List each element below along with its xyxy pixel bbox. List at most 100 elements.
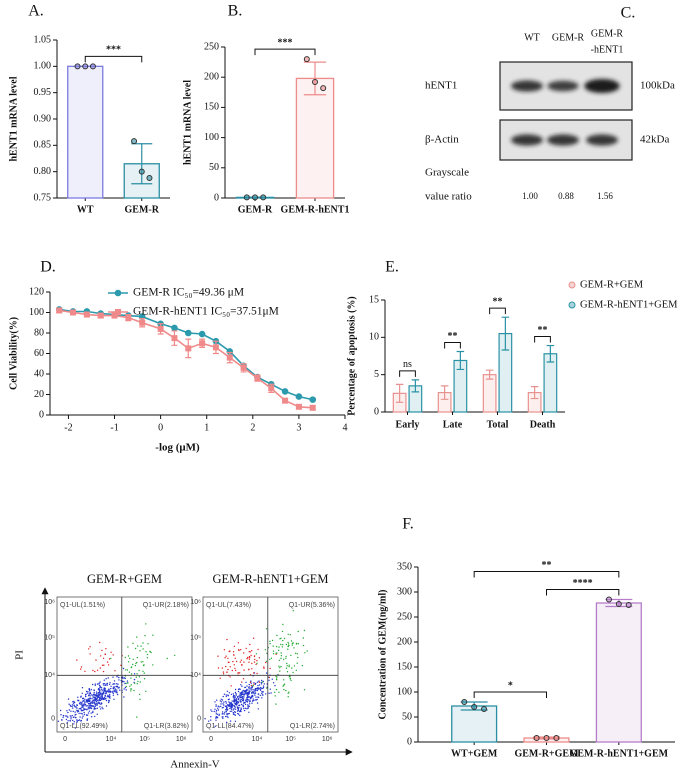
x-tick-label: 0 [209, 736, 213, 743]
event-dot [72, 707, 74, 709]
event-dot [292, 610, 294, 612]
y-tick-label: 0 [197, 715, 201, 722]
event-dot [283, 688, 285, 691]
event-dot [78, 712, 80, 714]
event-dot [100, 693, 102, 695]
blot-band [586, 134, 618, 146]
event-dot [217, 707, 219, 709]
event-dot [303, 689, 306, 691]
y-axis-label: Cell Viability(%) [8, 317, 19, 390]
event-dot [138, 676, 141, 678]
error-bar [395, 383, 404, 403]
event-dot [285, 667, 288, 669]
event-dot [166, 657, 168, 660]
event-dot [219, 700, 221, 702]
event-dot [234, 699, 236, 702]
event-dot [123, 688, 125, 690]
event-dot [79, 716, 81, 718]
event-dot [220, 701, 223, 703]
event-dot [208, 720, 210, 722]
event-dot [98, 694, 101, 696]
event-dot [253, 689, 256, 691]
event-dot [254, 691, 256, 693]
event-dot [230, 707, 232, 709]
event-dot [252, 689, 254, 691]
event-dot [248, 651, 250, 653]
significance-label: ** [542, 560, 552, 571]
event-dot [62, 716, 64, 719]
x-tick-label: 10⁶ [176, 736, 187, 743]
event-dot [234, 720, 237, 722]
event-dot [249, 643, 251, 646]
event-dot [246, 658, 248, 660]
y-tick-label: 100 [204, 132, 219, 143]
event-dot [215, 704, 217, 706]
event-dot [258, 696, 260, 699]
event-dot [95, 659, 97, 661]
event-dot [110, 651, 112, 653]
significance-bracket [84, 55, 143, 63]
event-dot [105, 691, 108, 693]
event-dot [256, 702, 259, 704]
event-dot [89, 653, 91, 655]
event-dot [254, 692, 257, 694]
event-dot [297, 630, 299, 633]
event-dot [66, 710, 68, 712]
event-dot [251, 668, 253, 670]
event-dot [82, 704, 84, 707]
event-dot [285, 657, 287, 659]
event-dot [259, 694, 261, 697]
event-dot [257, 648, 259, 651]
event-dot [93, 707, 96, 710]
data-point [295, 393, 303, 400]
significance-label: **** [573, 578, 593, 589]
event-dot [76, 707, 78, 709]
event-dot [269, 658, 271, 661]
event-dot [288, 666, 290, 668]
event-dot [67, 698, 70, 700]
event-dot [229, 720, 232, 722]
event-dot [234, 657, 236, 659]
event-dot [82, 700, 84, 702]
event-dot [76, 721, 78, 723]
y-axis-label: Percentage of apoptosis (%) [346, 296, 357, 416]
plot-title: GEM-R+GEM [87, 572, 162, 586]
event-dot [152, 634, 154, 636]
x-tick-label: GEM-R [238, 204, 273, 215]
event-dot [234, 695, 236, 697]
event-dot [223, 701, 225, 703]
event-dot [132, 663, 134, 666]
event-dot [122, 680, 124, 683]
event-dot [60, 714, 62, 716]
lane-label: WT [524, 32, 540, 43]
data-point [111, 312, 118, 319]
event-dot [90, 701, 92, 703]
event-dot [136, 636, 138, 638]
event-dot [217, 655, 219, 657]
event-dot [222, 706, 224, 709]
event-dot [239, 672, 241, 674]
y-tick-label: 0 [374, 406, 379, 417]
event-dot [143, 664, 145, 666]
event-dot [283, 679, 285, 681]
event-dot [92, 710, 94, 712]
event-dot [87, 702, 90, 705]
event-dot [68, 709, 71, 711]
event-dot [83, 700, 86, 702]
y-axis-label: PI [14, 650, 26, 660]
event-dot [240, 707, 242, 709]
event-dot [227, 657, 229, 660]
event-dot [122, 667, 125, 670]
event-dot [251, 691, 253, 694]
blot-band [547, 134, 579, 146]
event-dot [234, 711, 236, 713]
event-dot [215, 711, 217, 713]
event-dot [283, 658, 285, 661]
significance-label: ** [448, 331, 458, 342]
event-dot [217, 667, 220, 669]
event-dot [217, 709, 220, 711]
event-dot [249, 690, 251, 692]
y-tick-label: 300 [397, 586, 412, 597]
event-dot [130, 666, 133, 668]
event-dot [221, 713, 223, 715]
